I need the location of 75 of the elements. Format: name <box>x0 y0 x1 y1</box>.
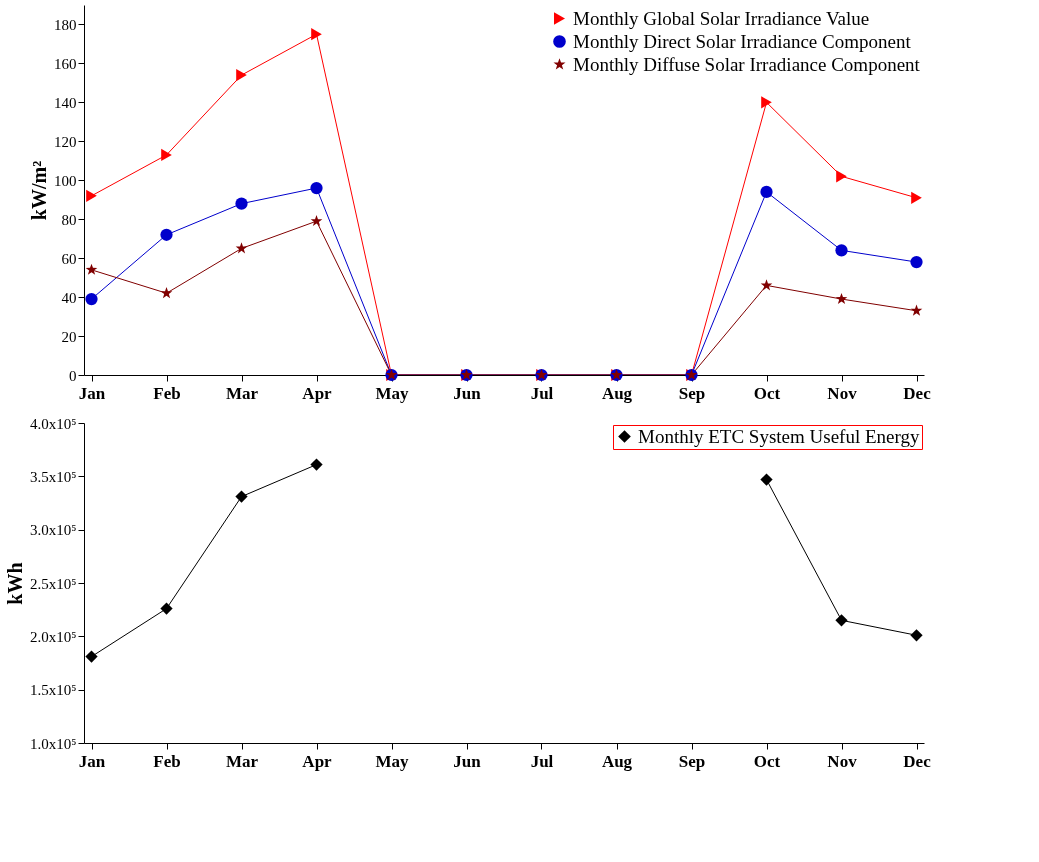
y-tick-label: 120 <box>54 133 77 150</box>
y-tick-label: 1.0x10⁵ <box>30 735 77 752</box>
point <box>236 68 247 82</box>
x-tick-label: May <box>375 751 410 771</box>
x-tick-label: Nov <box>827 383 858 403</box>
point <box>86 189 97 202</box>
x-tick-label: Sep <box>678 383 706 403</box>
point <box>910 629 923 642</box>
x-tick-label: Oct <box>753 383 781 403</box>
y-tick-label: 1.5x10⁵ <box>30 682 77 699</box>
point <box>160 602 173 615</box>
point <box>760 185 773 199</box>
point <box>835 244 848 257</box>
y-tick-label: 20 <box>61 328 77 345</box>
x-tick-label: Dec <box>903 383 932 403</box>
y-tick-label: 180 <box>54 16 77 33</box>
point <box>161 148 172 162</box>
point <box>910 255 923 269</box>
x-tick-label: May <box>375 383 410 403</box>
y-tick-label: 3.0x10⁵ <box>30 522 77 539</box>
x-tick-label: Oct <box>753 751 781 771</box>
legend-label: Monthly Direct Solar Irradiance Component <box>573 30 912 52</box>
y-tick-label: 160 <box>54 55 77 72</box>
point <box>835 614 848 627</box>
x-tick-label: Aug <box>601 751 633 771</box>
x-tick-label: Mar <box>225 383 259 403</box>
point <box>836 170 847 183</box>
point <box>235 490 248 503</box>
point <box>235 242 248 254</box>
x-tick-label: Feb <box>153 383 181 403</box>
y-tick-label: 2.5x10⁵ <box>30 575 77 592</box>
x-tick-label: Apr <box>302 751 333 771</box>
x-tick-label: Aug <box>601 383 633 403</box>
y-tick-label: 4.0x10⁵ <box>30 415 77 432</box>
point <box>910 304 923 316</box>
x-tick-label: Dec <box>903 751 932 771</box>
point <box>310 215 323 227</box>
legend-label: Monthly Diffuse Solar Irradiance Component <box>573 53 921 75</box>
point <box>911 191 922 204</box>
x-tick-label: Jun <box>453 751 482 771</box>
point <box>160 228 173 241</box>
point <box>85 263 98 275</box>
x-tick-label: Jul <box>530 751 554 771</box>
point <box>760 279 773 291</box>
y-tick-label: 80 <box>61 211 77 228</box>
x-tick-label: Sep <box>678 751 706 771</box>
legend-label: Monthly Global Solar Irradiance Value <box>573 7 870 29</box>
point <box>760 473 773 486</box>
point <box>310 458 323 471</box>
point <box>85 292 98 306</box>
point <box>835 292 848 305</box>
point <box>761 96 772 109</box>
point <box>160 287 173 299</box>
y-tick-label: 0 <box>69 367 77 384</box>
legend-label: Monthly ETC System Useful Energy <box>638 425 920 447</box>
x-tick-label: Jan <box>78 383 106 403</box>
x-tick-label: Jul <box>530 383 554 403</box>
y-tick-label: 3.5x10⁵ <box>30 468 77 485</box>
x-tick-label: Apr <box>302 383 333 403</box>
y-axis-title: kW/m² <box>28 160 50 221</box>
x-tick-label: Jun <box>453 383 482 403</box>
point <box>235 197 248 210</box>
y-tick-label: 100 <box>54 172 77 189</box>
x-tick-label: Mar <box>225 751 259 771</box>
x-tick-label: Feb <box>153 751 181 771</box>
x-tick-label: Nov <box>827 751 858 771</box>
y-axis-title: kWh <box>4 562 27 605</box>
y-tick-label: 2.0x10⁵ <box>30 628 77 645</box>
y-tick-label: 60 <box>61 250 77 267</box>
x-tick-label: Jan <box>78 751 106 771</box>
point <box>310 181 323 195</box>
y-tick-label: 140 <box>54 94 77 111</box>
y-tick-label: 40 <box>61 289 77 306</box>
point <box>85 650 98 663</box>
point <box>311 28 322 41</box>
